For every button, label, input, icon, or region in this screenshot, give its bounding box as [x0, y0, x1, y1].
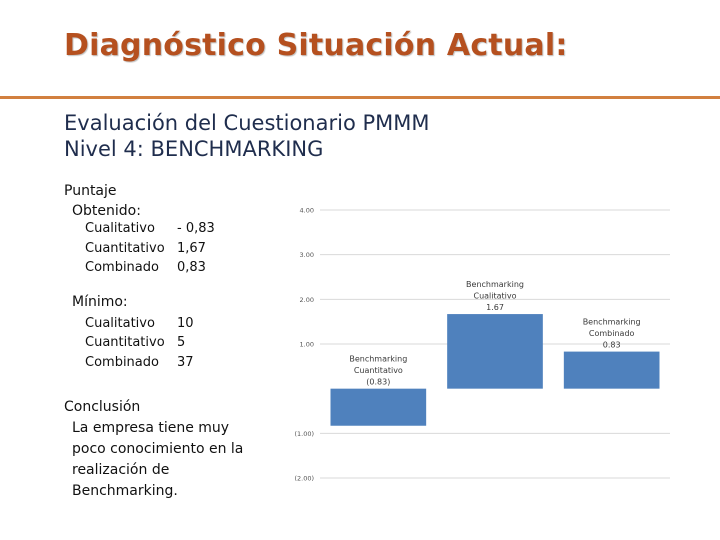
obtained-row-cuantitativo: Cuantitativo 1,67 — [64, 241, 206, 261]
minimum-row-cualitativo: Cualitativo 10 — [64, 316, 194, 336]
bar-3 — [563, 351, 660, 389]
bar-2 — [447, 314, 543, 389]
bar-data-label-line: Benchmarking — [583, 318, 641, 327]
y-tick-label: 2.00 — [300, 296, 314, 304]
score-value: 0,83 — [177, 260, 206, 275]
minimum-row-cuantitativo: Cuantitativo 5 — [64, 335, 185, 355]
obtained-row-cualitativo: Cualitativo - 0,83 — [64, 221, 215, 241]
score-label: Combinado — [85, 260, 159, 275]
y-tick-label: (1.00) — [294, 430, 314, 438]
bar-data-label-line: Benchmarking — [349, 355, 407, 364]
bar-data-label: Benchmarking Cuantitativo (0.83) — [349, 355, 407, 387]
conclusion-heading: Conclusión — [64, 399, 141, 415]
score-label: Cualitativo — [85, 221, 155, 236]
score-value: 10 — [177, 315, 194, 331]
obtained-row-combinado: Combinado 0,83 — [64, 260, 206, 280]
bar-data-label: Benchmarking Combinado 0.83 — [583, 318, 641, 350]
bar-data-label-line: Combinado — [589, 329, 635, 338]
bar-data-label: Benchmarking Cualitativo 1.67 — [466, 280, 524, 312]
y-tick-label: 3.00 — [300, 251, 314, 259]
bar-1 — [330, 388, 427, 426]
y-tick-label: 4.00 — [300, 207, 314, 215]
y-tick-label: (2.00) — [294, 475, 314, 483]
bar-data-label-line: (0.83) — [366, 378, 390, 387]
chart-gridlines — [320, 209, 670, 479]
bar-data-label-line: Cualitativo — [473, 292, 516, 301]
chart-data-labels: Benchmarking Cuantitativo (0.83)Benchmarki… — [349, 280, 640, 387]
conclusion-text: La empresa tiene muy poco conocimiento e… — [72, 420, 244, 499]
score-label: Cuantitativo — [85, 240, 165, 256]
score-label: Cualitativo — [85, 315, 155, 331]
subtitle-line-2: Nivel 4: BENCHMARKING — [64, 137, 324, 161]
title-divider — [0, 96, 720, 99]
score-value: 1,67 — [177, 240, 206, 256]
score-label: Combinado — [85, 354, 159, 370]
score-summary: Puntaje Obtenido: Cualitativo - 0,83 Cua… — [64, 181, 215, 375]
bar-data-label-line: 0.83 — [603, 341, 621, 350]
chart-y-axis: 4.00 3.00 2.00 1.00 (1.00) (2.00) — [294, 207, 314, 483]
score-value: 37 — [177, 354, 194, 370]
subtitle-line-1: Evaluación del Cuestionario PMMM — [64, 111, 430, 135]
score-label: Cuantitativo — [85, 335, 165, 350]
minimum-row-combinado: Combinado 37 — [64, 355, 194, 375]
minimum-heading: Mínimo: — [72, 293, 128, 310]
chart-bars — [330, 314, 660, 426]
bar-data-label-line: Benchmarking — [466, 280, 524, 289]
conclusion: Conclusión La empresa tiene muy poco con… — [64, 397, 264, 502]
slide-title: Diagnóstico Situación Actual: — [64, 28, 568, 63]
bar-data-label-line: 1.67 — [486, 303, 504, 312]
score-value: - 0,83 — [177, 221, 215, 236]
benchmarking-bar-chart: 4.00 3.00 2.00 1.00 (1.00) (2.00) Benchmarkin… — [294, 207, 670, 483]
obtained-heading-line-1: Puntaje — [64, 183, 117, 199]
y-tick-label: 1.00 — [300, 341, 314, 349]
obtained-heading-line-2: Obtenido: — [72, 203, 141, 219]
slide-subtitle: Evaluación del Cuestionario PMMM Nivel 4… — [64, 110, 430, 162]
score-value: 5 — [177, 335, 186, 350]
bar-data-label-line: Cuantitativo — [354, 366, 403, 375]
